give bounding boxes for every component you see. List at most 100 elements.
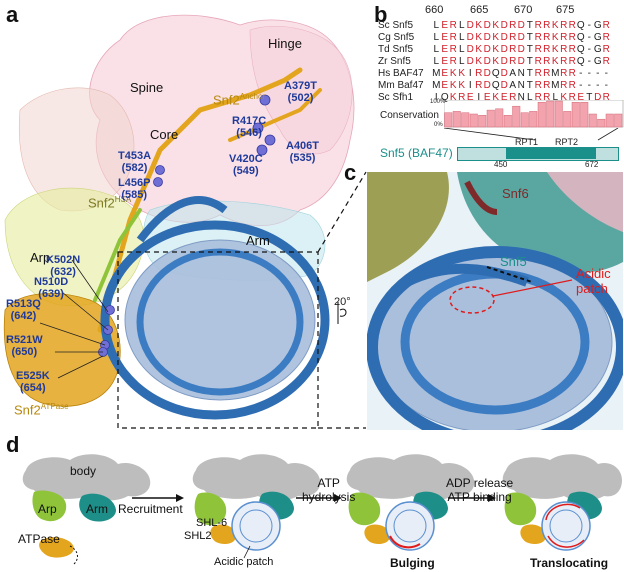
residue: - [587,80,591,91]
conservation-bar [503,115,512,128]
residue: R [602,32,610,43]
residue: Q [440,92,449,103]
species-name: Sc Sfh1 [378,92,414,103]
sequence-alignment: Sc Snf5 L E R L D K D K DRD T RR K RRQ - GR Cg Snf5 L E R L D… [378,20,622,104]
hsa-surface [4,187,144,307]
residue: - [579,68,583,79]
d-translocating-label: Translocating [530,556,609,570]
residue: T [526,44,533,55]
conservation-bar [537,102,546,128]
residue: R [509,32,517,43]
residue: D [483,68,491,79]
residue: E [577,92,585,103]
residue: M [432,68,441,79]
pos-670: 670 [514,4,533,16]
residue: R [602,92,610,103]
residue: I [477,92,481,103]
label-snf2-hsa: Snf2HSA [88,195,132,211]
residue: R [543,32,551,43]
domain-label: Snf5 (BAF47) [380,146,453,160]
conservation-bar [469,113,478,128]
residue: K [475,20,483,31]
residue: T [586,92,593,103]
residue: D [466,32,474,43]
residue: R [475,68,483,79]
residue: D [483,44,491,55]
residue: K [492,20,500,31]
cons-top-label: 100% [430,99,446,105]
residue: R [568,80,576,91]
label-acidic-patch: Acidic patch [576,266,611,296]
residue: L [552,92,559,103]
residue: - [587,56,591,67]
hsa-helix [93,208,142,302]
residue: D [483,20,491,31]
label-core: Core [150,127,179,142]
residue: K [475,44,483,55]
residue: R [449,32,457,43]
residue: R [534,32,542,43]
zoom-connector [318,171,367,429]
pos-665: 665 [470,4,489,16]
residue: D [466,20,474,31]
residue: R [449,20,457,31]
residue: T [526,80,533,91]
residue: K [449,80,457,91]
species-name: Hs BAF47 [378,68,424,79]
conservation-bar [605,113,614,128]
residue: D [500,44,508,55]
label-snf6: Snf6 [502,186,529,201]
residue: - [579,80,583,91]
panel-c-structure [367,172,623,430]
conservation-bar [546,100,555,128]
residue: L [433,44,440,55]
residue: R [560,56,568,67]
residue: D [517,20,525,31]
residue: T [526,56,533,67]
residue: Q [576,56,585,67]
d-bulging-label: Bulging [390,556,435,570]
residue: R [543,68,551,79]
residue: R [568,68,576,79]
mutation-label: N510D (639) [34,276,69,300]
conservation-bar [461,112,470,128]
zoom-box [117,251,319,429]
position-ruler: 660 665 670 675 [425,4,624,24]
residue: K [551,20,559,31]
label-snf2-atpase: Snf2ATPase [14,402,69,418]
residue: R [534,20,542,31]
alignment-row: Mm Baf47 ME K K I RDQD A N T RRMRR - - - - [378,80,622,92]
conservation-bar [486,109,495,128]
residue: L [526,92,533,103]
residue: - [587,20,591,31]
panel-b-letter: b [374,2,388,27]
residue: K [551,56,559,67]
mutation-spheres [98,94,276,357]
residue: I [468,80,472,91]
conservation-bar [512,105,521,128]
rpt2-label: RPT2 [555,137,579,147]
mutation-label: L456P (585) [118,177,151,201]
residue: D [500,20,508,31]
residue: L [458,56,465,67]
panel-a-structure [3,14,355,429]
label-arp: Arp [30,250,51,265]
residue: D [483,32,491,43]
residue: K [492,32,500,43]
residue: E [441,20,449,31]
residue: R [568,20,576,31]
species-name: Mm Baf47 [378,80,424,91]
stage-4 [502,454,622,551]
residue: R [543,56,551,67]
residue: A [509,80,517,91]
residue: R [560,44,568,55]
residue: E [441,68,449,79]
residue: R [458,92,466,103]
stage-1 [22,454,151,565]
residue: N [517,68,525,79]
alignment-row: Zr Snf5 L E R L D K D K DRD T RR K RRQ - GR [378,56,622,68]
residue: R [568,32,576,43]
conservation-bar [563,111,572,128]
residue: K [560,92,568,103]
residue: D [500,68,508,79]
